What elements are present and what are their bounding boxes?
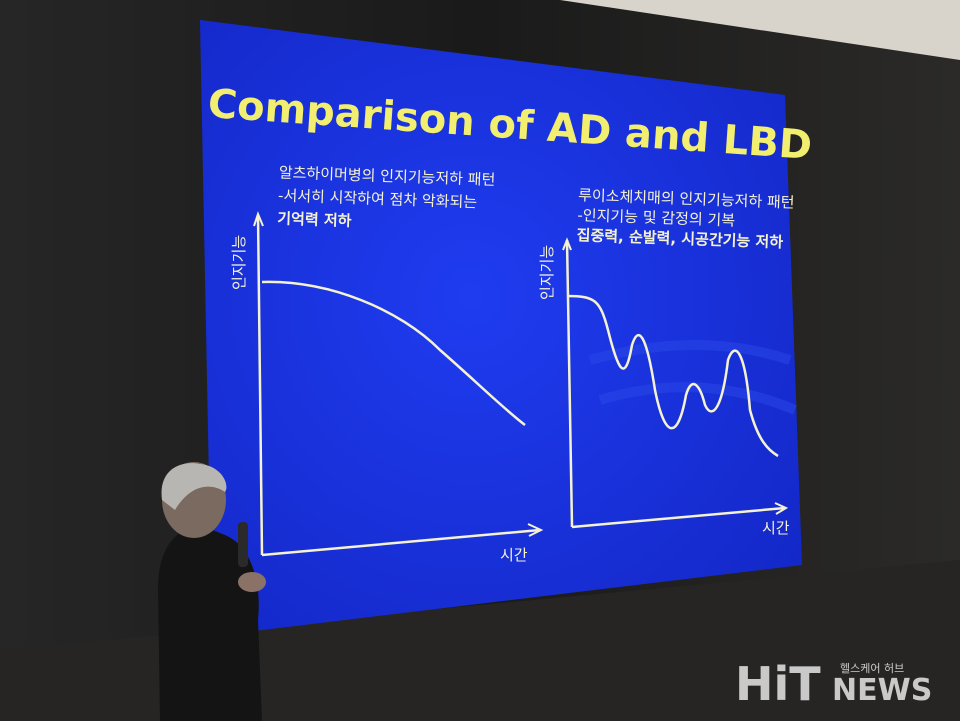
caption-line: 기억력 저하 — [277, 209, 352, 230]
y-axis-label: 인지기능 — [538, 245, 556, 300]
decline-curve — [261, 280, 526, 426]
fluctuating-curve — [566, 294, 779, 458]
x-axis-label: 시간 — [500, 546, 528, 564]
arrowheads — [253, 211, 544, 537]
axes — [565, 239, 786, 529]
y-axis-label: 인지기능 — [230, 235, 248, 290]
brand: HiT — [735, 657, 821, 711]
axes — [256, 214, 541, 557]
ceiling — [560, 0, 960, 60]
presenter — [158, 462, 266, 721]
x-axis-label: 시간 — [762, 519, 790, 537]
tagline: 헬스케어 허브 — [840, 662, 904, 675]
brand: NEWS — [832, 673, 932, 708]
slide — [200, 20, 802, 636]
watermark: HiT NEWS 헬스케어 허브 — [735, 657, 932, 711]
caption-line: -인지기능 및 감정의 기복 — [577, 206, 735, 229]
arrowheads — [562, 237, 789, 515]
